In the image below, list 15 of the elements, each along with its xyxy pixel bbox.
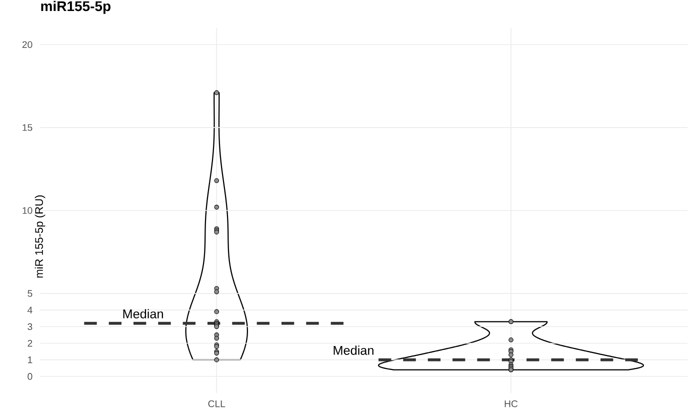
ref-line-label: Median bbox=[123, 309, 163, 318]
x-tick-label: HC bbox=[504, 400, 518, 408]
ref-line-label: Median bbox=[334, 346, 374, 355]
chart-title: miR155-5p bbox=[41, 0, 110, 14]
y-tick-label: 2 bbox=[28, 340, 32, 347]
y-tick-label: 10 bbox=[22, 207, 32, 214]
y-tick-label: 0 bbox=[28, 373, 32, 380]
y-tick-label: 3 bbox=[28, 323, 32, 330]
y-tick-label: 15 bbox=[22, 124, 32, 131]
y-tick-label: 4 bbox=[28, 306, 32, 314]
y-tick-label: 20 bbox=[22, 41, 32, 48]
y-axis-title: miR 155-5p (RU) bbox=[34, 195, 46, 278]
x-tick-label: CLL bbox=[208, 400, 226, 408]
y-tick-label: 5 bbox=[28, 290, 32, 297]
y-tick-label: 1 bbox=[28, 356, 32, 364]
